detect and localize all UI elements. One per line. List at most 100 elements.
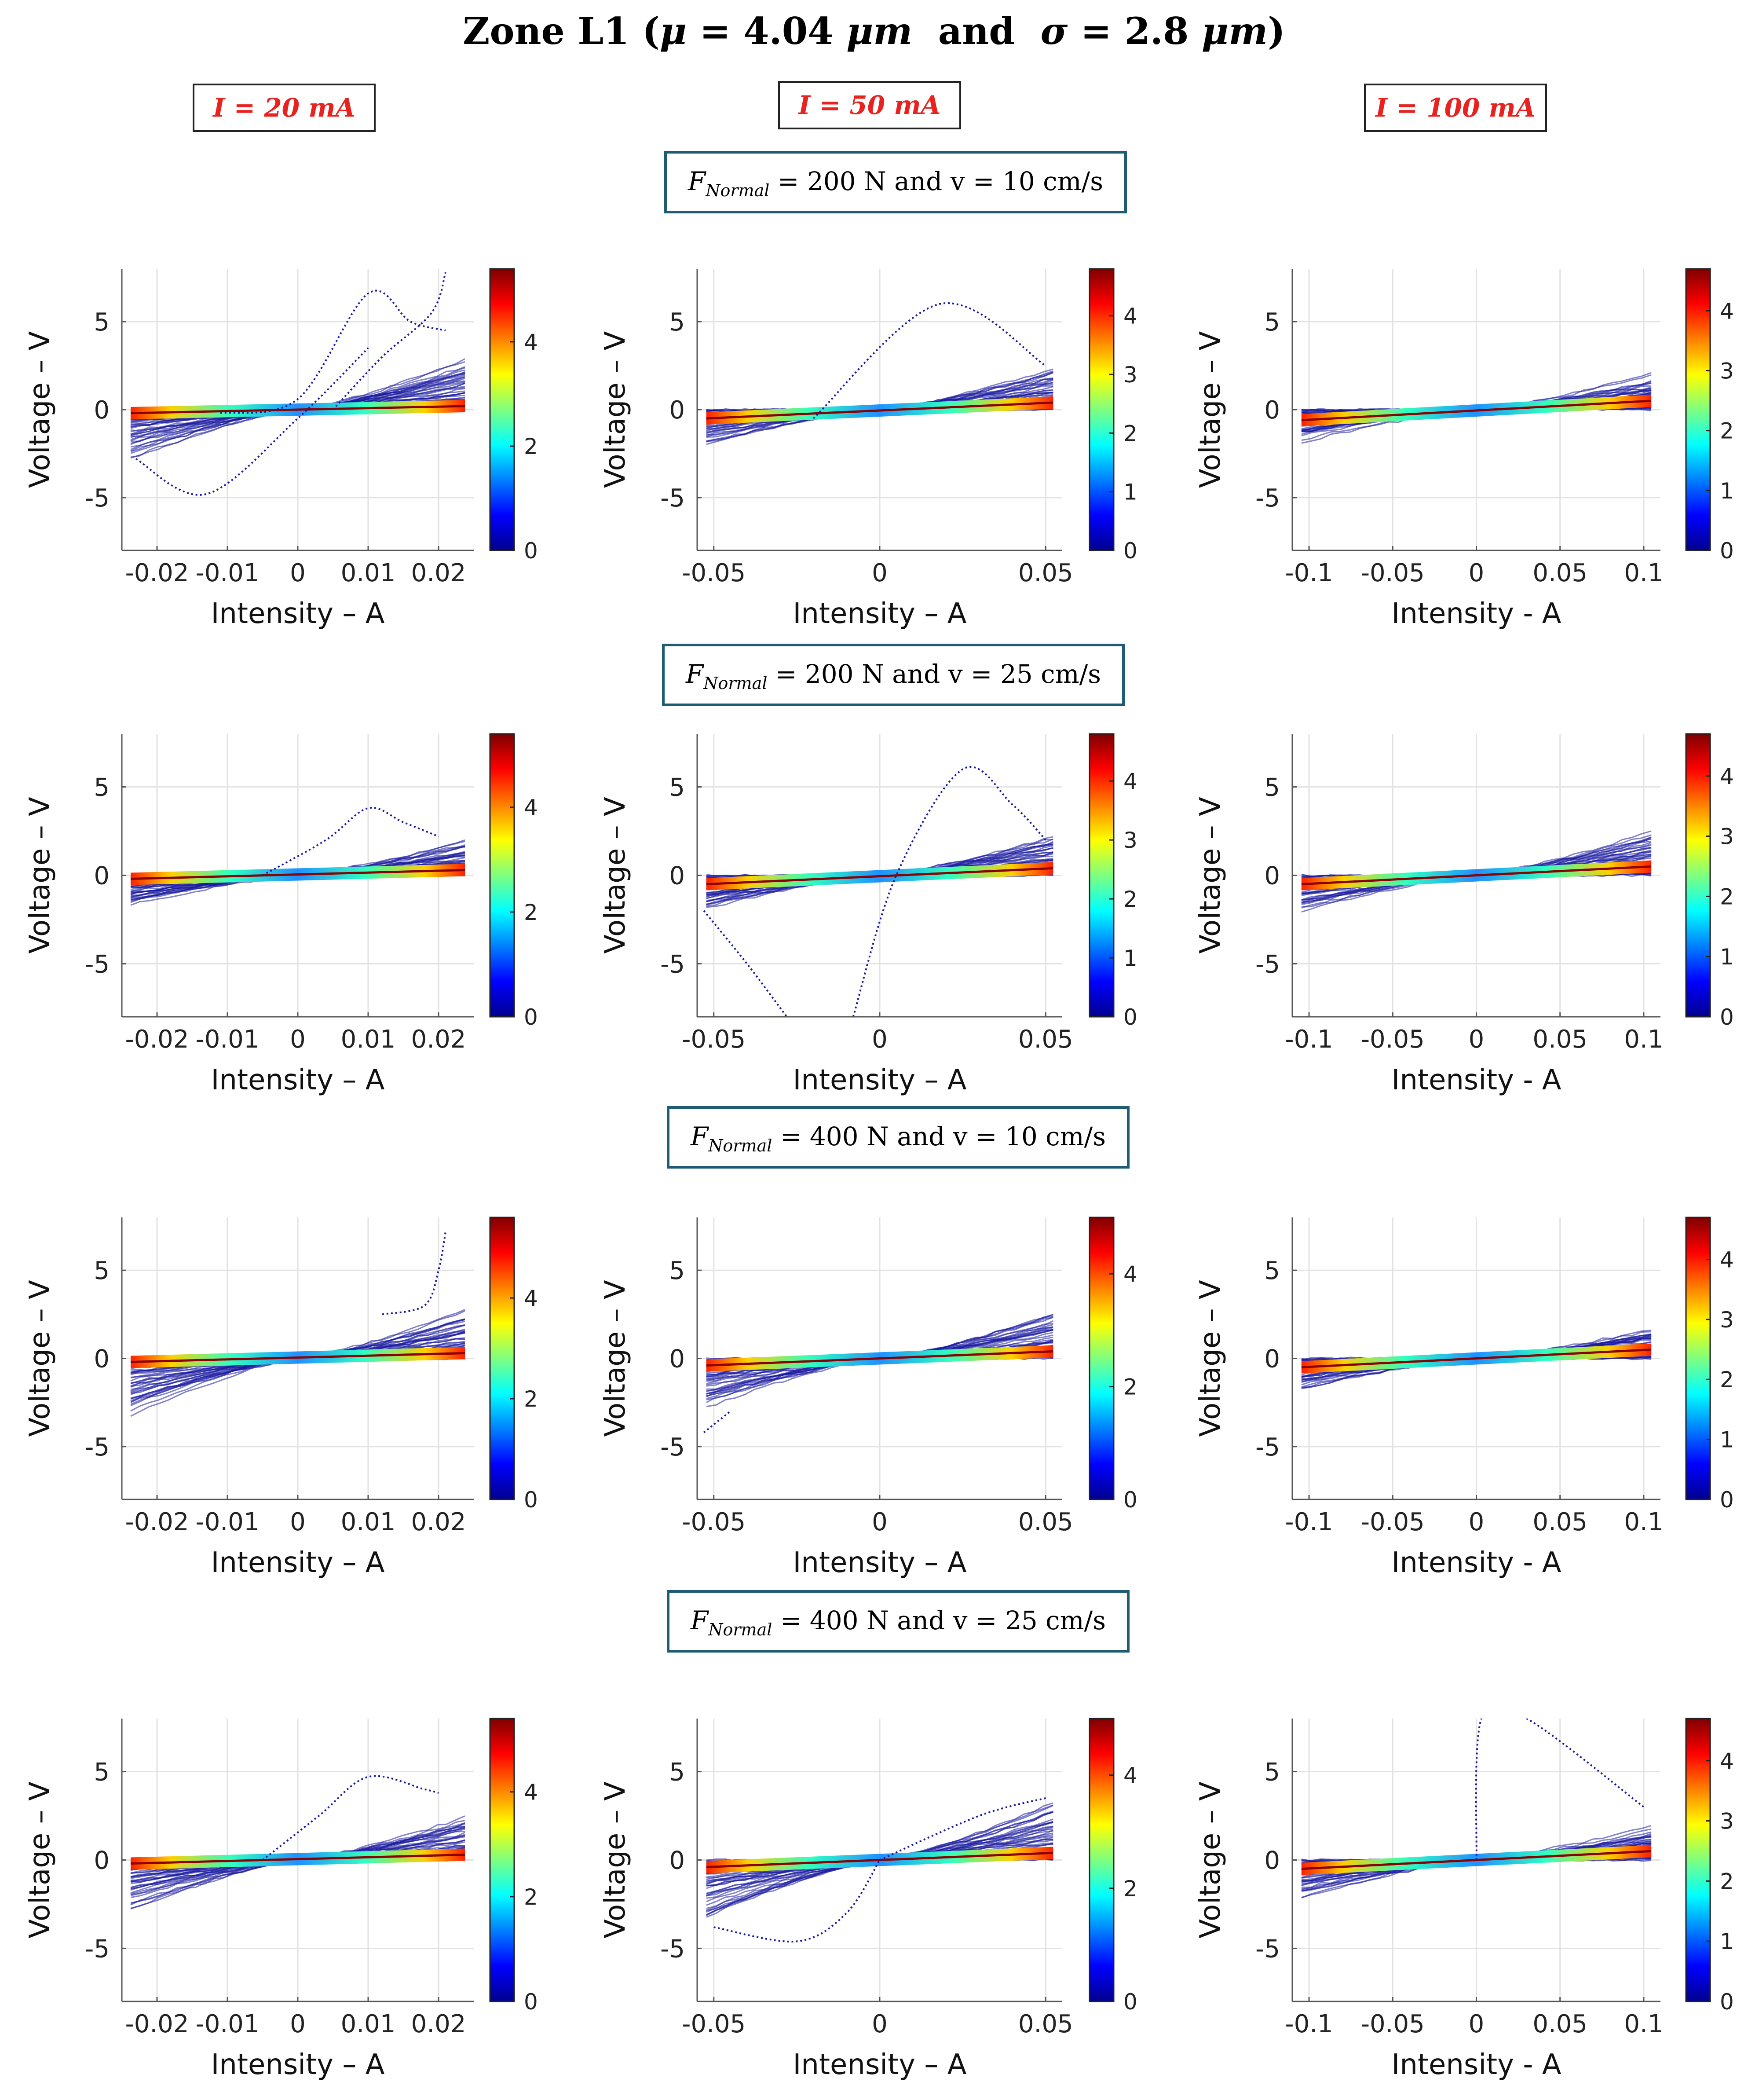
current-label-text: I = 50 mA <box>797 90 940 120</box>
force-subscript: Normal <box>703 674 767 693</box>
current-label-2: I = 100 mA <box>1364 84 1547 132</box>
x-tick-label: 0.02 <box>411 1025 466 1054</box>
condition-label-box <box>667 1590 1130 1653</box>
colorbar-tick-label: 0 <box>524 1989 538 2015</box>
y-tick-label: 0 <box>669 862 685 891</box>
outlier-trace <box>812 302 1046 419</box>
y-tick-label: 0 <box>1264 396 1280 425</box>
outlier-trace <box>220 290 446 414</box>
x-tick-label: -0.1 <box>1285 559 1333 587</box>
colorbar-gradient <box>489 1718 515 2002</box>
data-layer <box>1301 1330 1652 1389</box>
y-tick-label: 5 <box>669 773 685 802</box>
y-tick-label: -5 <box>660 1935 685 1963</box>
condition-label-box <box>662 644 1125 706</box>
colorbar: 0 1 2 3 4 <box>1685 1217 1734 1513</box>
x-tick-label: 0.1 <box>1624 1025 1663 1054</box>
data-layer <box>130 1775 465 1910</box>
colorbar-tick-label: 2 <box>524 1884 538 1910</box>
title-unit-mu: μm <box>846 9 912 53</box>
colorbar-gradient <box>1685 1718 1711 2002</box>
colorbar-tick-label: 3 <box>1720 1307 1734 1333</box>
x-tick-label: 0 <box>1469 1508 1485 1536</box>
outlier-trace <box>382 1231 446 1316</box>
x-tick-label: 0.02 <box>411 2010 466 2038</box>
x-axis-label: Intensity - A <box>1391 597 1561 630</box>
colorbar-tick-label: 2 <box>1123 1374 1137 1400</box>
y-tick-label: -5 <box>1255 484 1280 513</box>
colorbar-gradient <box>489 733 515 1018</box>
colorbar-tick-label: 3 <box>1720 824 1734 850</box>
colorbar-tick-label: 2 <box>1123 421 1137 446</box>
colorbar-tick-label: 0 <box>1720 1004 1734 1030</box>
condition-rest: = 200 N and v = 10 cm/s <box>769 166 1103 196</box>
current-label-text: I = 100 mA <box>1375 93 1536 123</box>
y-tick-label: -5 <box>1255 950 1280 979</box>
colorbar: 0 1 2 3 4 <box>1685 1718 1734 2015</box>
condition-label-box <box>664 151 1127 213</box>
dense-trace-core <box>130 1853 465 1865</box>
colorbar-tick-label: 4 <box>1720 1247 1734 1272</box>
subplot-r3-c0: -0.02 -0.01 0 0.01 0.02 -5 0 5 Intensity – A Volt… <box>24 1718 538 2081</box>
x-tick-label: 0.02 <box>411 559 466 587</box>
x-tick-label: 0.01 <box>341 559 396 587</box>
title-and: and <box>912 9 1040 53</box>
x-tick-label: -0.05 <box>1361 1025 1425 1054</box>
x-tick-label: -0.05 <box>1361 1508 1425 1536</box>
colorbar-tick-label: 0 <box>524 538 538 564</box>
colorbar: 0 2 4 <box>489 1217 538 1513</box>
x-axis-label: Intensity – A <box>211 597 384 630</box>
dense-trace-core <box>130 1352 465 1363</box>
y-axis-label: Voltage – V <box>24 1781 56 1939</box>
dense-trace-core <box>1301 865 1652 886</box>
title-sigma: σ <box>1041 9 1068 53</box>
current-label-text: I = 20 mA <box>212 93 355 123</box>
y-tick-label: 5 <box>1264 308 1280 337</box>
title-unit-sigma: μm <box>1202 9 1268 53</box>
force-subscript: Normal <box>708 1136 772 1155</box>
x-tick-label: -0.05 <box>682 1508 746 1536</box>
x-axis-label: Intensity – A <box>211 1547 384 1579</box>
x-tick-label: -0.05 <box>682 2010 746 2038</box>
subplot-r0-c0: -0.02 -0.01 0 0.01 0.02 -5 0 5 Intensity – A Volt… <box>24 268 538 630</box>
x-tick-label: 0.05 <box>1018 1025 1073 1054</box>
colorbar: 0 2 4 <box>1089 1217 1137 1513</box>
x-tick-label: 0 <box>290 2010 306 2038</box>
y-tick-label: 0 <box>94 1345 110 1374</box>
data-layer <box>1301 1719 1652 1899</box>
condition-rest: = 400 N and v = 25 cm/s <box>772 1605 1106 1635</box>
subplot-r2-c2: -0.1 -0.05 0 0.05 0.1 -5 0 5 Intensity - A Voltag… <box>1194 1217 1734 1579</box>
x-tick-label: -0.01 <box>196 559 260 587</box>
colorbar: 0 2 4 <box>489 268 538 564</box>
y-tick-label: 0 <box>1264 1847 1280 1875</box>
x-tick-label: 0 <box>290 559 306 587</box>
colorbar-gradient <box>1685 268 1711 551</box>
y-tick-label: 0 <box>1264 862 1280 891</box>
colorbar-tick-label: 0 <box>1123 1004 1137 1030</box>
colorbar-gradient <box>1089 1217 1115 1500</box>
outlier-trace <box>703 910 788 1017</box>
x-axis-label: Intensity - A <box>1391 2049 1561 2081</box>
y-axis-label: Voltage – V <box>599 331 632 488</box>
x-tick-label: -0.01 <box>196 1025 260 1054</box>
colorbar-tick-label: 0 <box>1720 538 1734 564</box>
y-tick-label: 5 <box>1264 773 1280 802</box>
y-axis-label: Voltage – V <box>599 1280 632 1437</box>
x-tick-label: 0.01 <box>341 1508 396 1536</box>
y-tick-label: 5 <box>94 308 110 337</box>
colorbar-tick-label: 2 <box>524 900 538 925</box>
y-axis-label: Voltage – V <box>24 331 56 488</box>
x-tick-label: 0 <box>290 1025 306 1054</box>
y-axis-label: Voltage – V <box>24 1280 56 1437</box>
condition-label-3: FNormal = 400 N and v = 25 cm/s <box>667 1590 1130 1653</box>
y-tick-label: -5 <box>85 1935 110 1963</box>
current-label-box <box>1364 84 1547 132</box>
x-tick-label: 0.05 <box>1532 2010 1587 2038</box>
x-tick-label: -0.02 <box>125 1508 189 1536</box>
force-subscript: Normal <box>705 181 769 200</box>
colorbar-tick-label: 1 <box>1123 946 1137 971</box>
colorbar-tick-label: 3 <box>1720 358 1734 384</box>
x-tick-label: -0.05 <box>1361 2010 1425 2038</box>
y-tick-label: -5 <box>660 484 685 513</box>
colorbar-tick-label: 4 <box>1123 304 1137 329</box>
